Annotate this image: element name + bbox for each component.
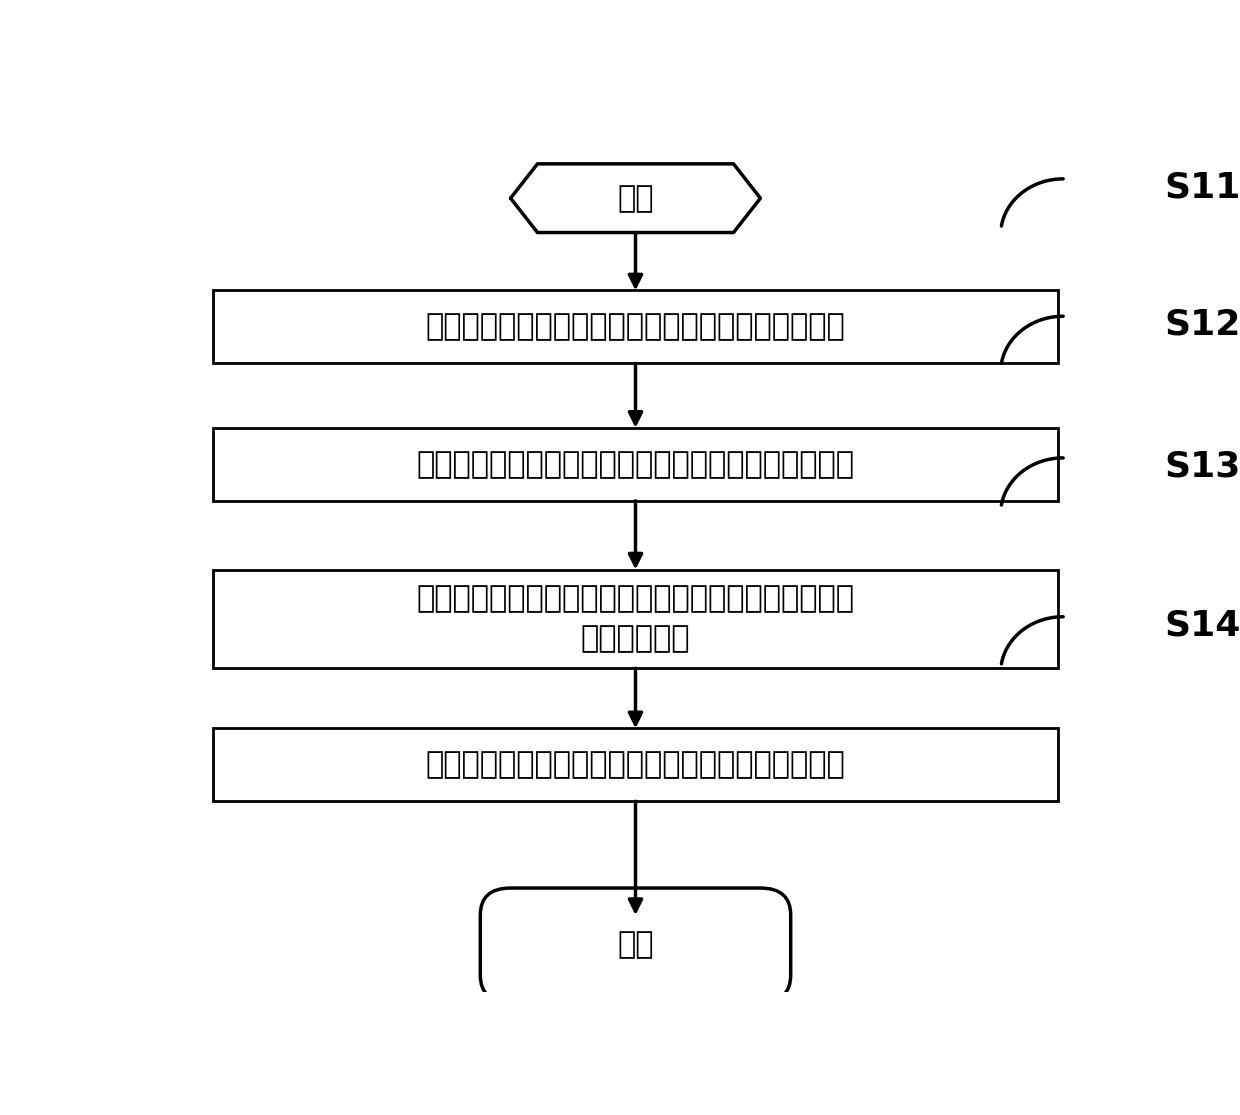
Text: 结束: 结束 [618,931,653,960]
Text: 描述所述刀库的动作流程，并通过编写宏程序来实现: 描述所述刀库的动作流程，并通过编写宏程序来实现 [425,750,846,779]
Bar [213,728,1058,802]
Text: 在确定必备参数之后，通过预设表格文件配置必备参数: 在确定必备参数之后，通过预设表格文件配置必备参数 [417,449,854,478]
Text: 开始: 开始 [618,184,653,213]
Bar [213,428,1058,501]
Text: S12: S12 [1164,308,1240,342]
Text: 确定刀库需要的输入输出信号，并定义备用端口以提供
所述刀库使用: 确定刀库需要的输入输出信号，并定义备用端口以提供 所述刀库使用 [417,584,854,653]
Text: S14: S14 [1164,609,1240,642]
FancyBboxPatch shape [480,888,791,1002]
Bar [213,291,1058,363]
Text: 分析并确定实现数控机床刀库功能所需要的必备参数: 分析并确定实现数控机床刀库功能所需要的必备参数 [425,312,846,341]
Polygon shape [511,164,760,233]
Text: S11: S11 [1164,171,1240,204]
Text: S13: S13 [1164,449,1240,484]
Bar [213,570,1058,668]
